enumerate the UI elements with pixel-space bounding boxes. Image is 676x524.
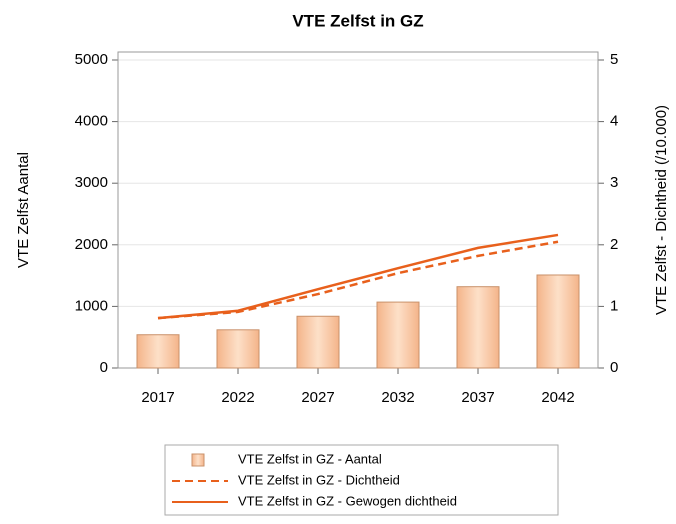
bar	[296, 315, 340, 369]
y2-tick-label: 1	[610, 297, 618, 314]
x-tick-label: 2027	[301, 389, 334, 406]
bar	[376, 301, 420, 369]
y2-tick-label: 0	[610, 359, 618, 376]
bar	[216, 329, 260, 369]
legend-box	[164, 444, 559, 516]
y-tick-label: 2000	[75, 236, 108, 253]
y2-tick-label: 5	[610, 51, 618, 68]
y-tick-label: 4000	[75, 113, 108, 130]
x-tick-label: 2017	[141, 389, 174, 406]
x-tick-label: 2037	[461, 389, 494, 406]
x-tick-label: 2032	[381, 389, 414, 406]
chart-title: VTE Zelfst in GZ	[292, 11, 423, 30]
x-tick-label: 2042	[541, 389, 574, 406]
y2-axis-label: VTE Zelfst - Dichtheid (/10.000)	[653, 105, 670, 315]
legend-label: VTE Zelfst in GZ - Aantal	[238, 451, 382, 466]
y2-tick-label: 2	[610, 236, 618, 253]
y-tick-label: 3000	[75, 174, 108, 191]
legend-swatch	[191, 453, 205, 467]
line	[157, 233, 559, 320]
bar	[536, 274, 580, 369]
bar	[136, 334, 180, 369]
bar	[456, 286, 500, 369]
plot-frame	[117, 51, 599, 369]
y2-tick-label: 3	[610, 174, 618, 191]
y-tick-label: 1000	[75, 297, 108, 314]
y-tick-label: 5000	[75, 51, 108, 68]
y-tick-label: 0	[100, 359, 108, 376]
x-tick-label: 2022	[221, 389, 254, 406]
legend-label: VTE Zelfst in GZ - Gewogen dichtheid	[238, 493, 457, 508]
legend-label: VTE Zelfst in GZ - Dichtheid	[238, 472, 400, 487]
y2-tick-label: 4	[610, 113, 618, 130]
y-axis-label: VTE Zelfst Aantal	[15, 152, 32, 268]
